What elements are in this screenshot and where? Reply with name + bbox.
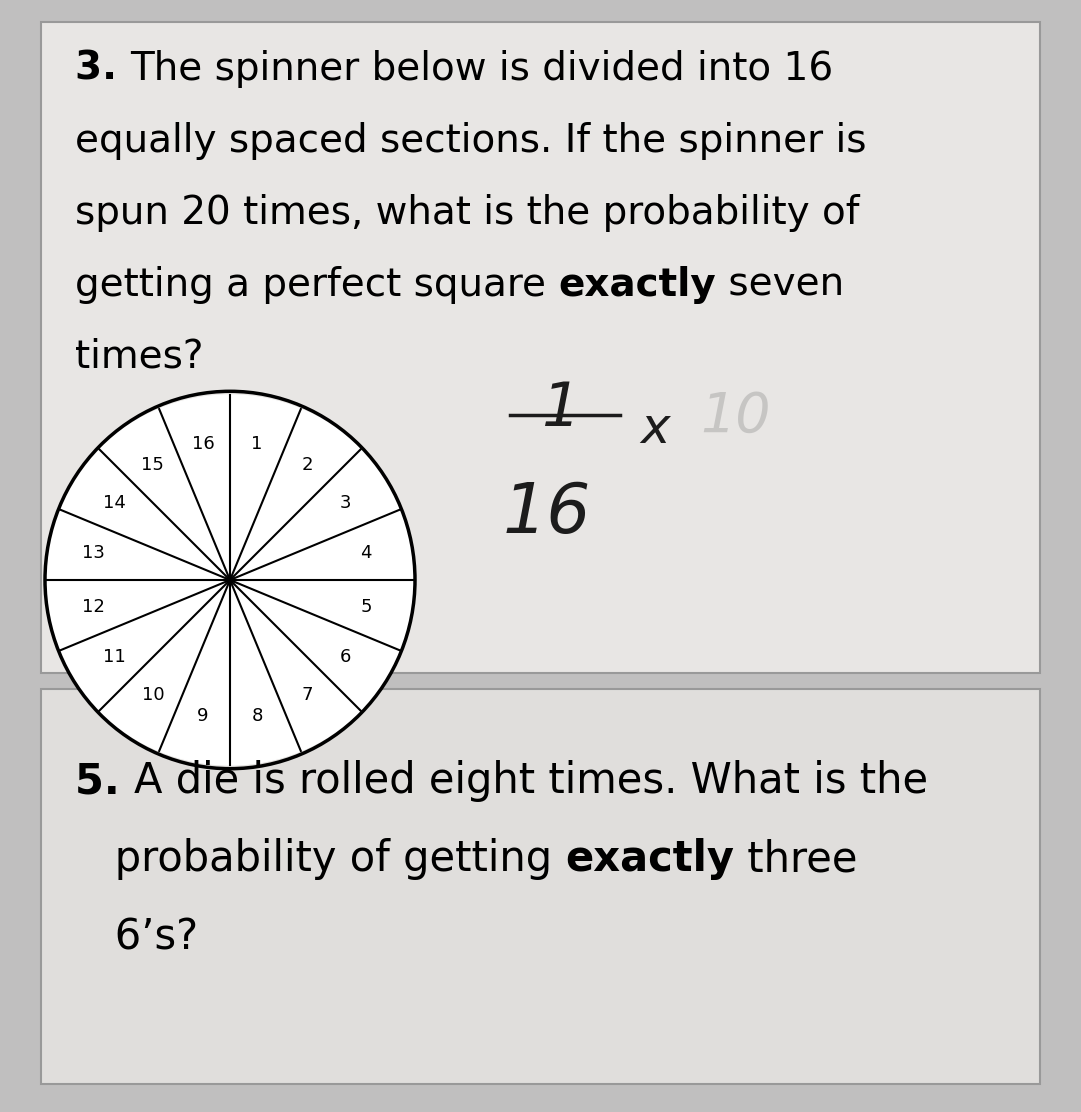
- Text: 14: 14: [103, 494, 126, 512]
- Text: spun 20 times, what is the probability of: spun 20 times, what is the probability o…: [75, 193, 859, 232]
- Text: seven: seven: [716, 266, 844, 304]
- Text: 5.: 5.: [75, 759, 134, 802]
- Text: 6’s?: 6’s?: [75, 916, 198, 959]
- Text: exactly: exactly: [559, 266, 716, 304]
- FancyBboxPatch shape: [41, 689, 1040, 1084]
- Circle shape: [45, 395, 415, 765]
- Text: 5: 5: [360, 598, 372, 616]
- Text: 1: 1: [252, 435, 263, 453]
- Text: A die is rolled eight times. What is the: A die is rolled eight times. What is the: [134, 759, 929, 802]
- Text: times?: times?: [75, 338, 203, 376]
- Text: 16: 16: [191, 435, 214, 453]
- Text: 7: 7: [302, 686, 312, 704]
- Text: 15: 15: [142, 456, 164, 474]
- Text: three: three: [734, 838, 858, 880]
- Text: probability of getting: probability of getting: [75, 838, 565, 880]
- Text: 9: 9: [197, 707, 209, 725]
- Text: 3: 3: [339, 494, 351, 512]
- Text: exactly: exactly: [565, 838, 734, 880]
- Text: The spinner below is divided into 16: The spinner below is divided into 16: [131, 50, 833, 88]
- Text: 13: 13: [82, 544, 105, 562]
- Text: 12: 12: [82, 598, 105, 616]
- Text: 2: 2: [302, 456, 312, 474]
- Text: x: x: [640, 405, 669, 453]
- Text: 11: 11: [104, 648, 126, 666]
- Text: 3.: 3.: [75, 50, 131, 88]
- Text: 16: 16: [503, 480, 591, 547]
- Text: getting a perfect square: getting a perfect square: [75, 266, 559, 304]
- FancyBboxPatch shape: [41, 22, 1040, 673]
- Text: 6: 6: [339, 648, 351, 666]
- Text: 4: 4: [360, 544, 372, 562]
- Text: 10: 10: [142, 686, 164, 704]
- Text: 10: 10: [700, 390, 771, 443]
- Text: equally spaced sections. If the spinner is: equally spaced sections. If the spinner …: [75, 122, 867, 160]
- Text: 8: 8: [252, 707, 263, 725]
- Text: 1: 1: [540, 380, 579, 439]
